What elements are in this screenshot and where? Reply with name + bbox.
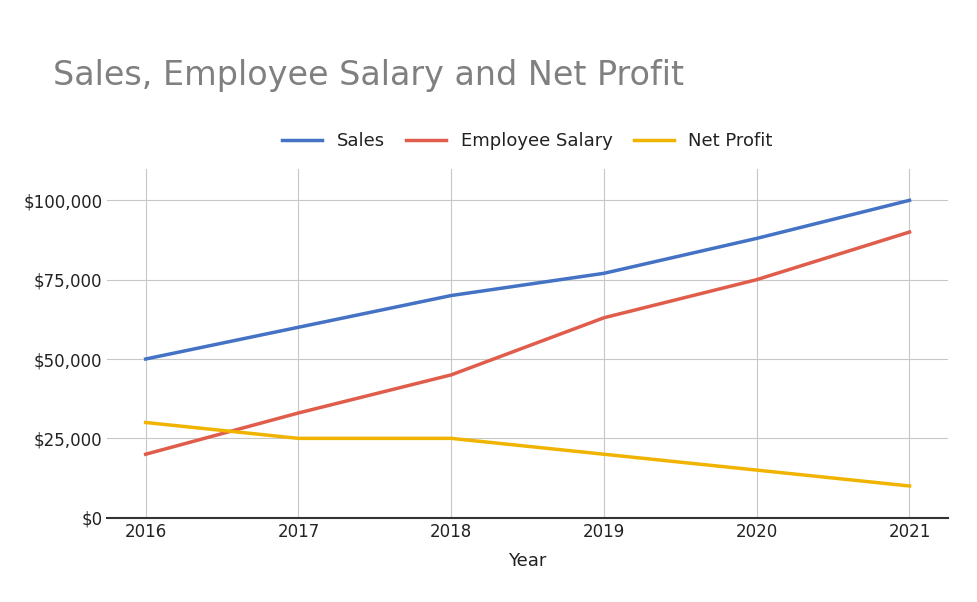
Sales bbox=[446, 292, 457, 299]
Employee Salary bbox=[292, 409, 304, 417]
Legend: Sales, Employee Salary, Net Profit: Sales, Employee Salary, Net Profit bbox=[276, 125, 780, 158]
Net Profit bbox=[598, 451, 610, 458]
Employee Salary bbox=[598, 314, 610, 321]
Employee Salary bbox=[751, 276, 763, 284]
Line: Employee Salary: Employee Salary bbox=[146, 232, 910, 455]
Sales bbox=[292, 324, 304, 331]
Line: Net Profit: Net Profit bbox=[146, 423, 910, 486]
Net Profit bbox=[446, 435, 457, 442]
Net Profit bbox=[140, 419, 151, 426]
Sales bbox=[140, 355, 151, 362]
Line: Sales: Sales bbox=[146, 200, 910, 359]
Net Profit bbox=[904, 482, 915, 489]
Employee Salary bbox=[446, 371, 457, 379]
Employee Salary bbox=[140, 451, 151, 458]
Employee Salary bbox=[904, 228, 915, 235]
Sales bbox=[751, 235, 763, 242]
Sales bbox=[904, 197, 915, 204]
X-axis label: Year: Year bbox=[508, 551, 547, 569]
Net Profit bbox=[292, 435, 304, 442]
Net Profit bbox=[751, 467, 763, 474]
Sales bbox=[598, 270, 610, 277]
Text: Sales, Employee Salary and Net Profit: Sales, Employee Salary and Net Profit bbox=[53, 59, 684, 92]
